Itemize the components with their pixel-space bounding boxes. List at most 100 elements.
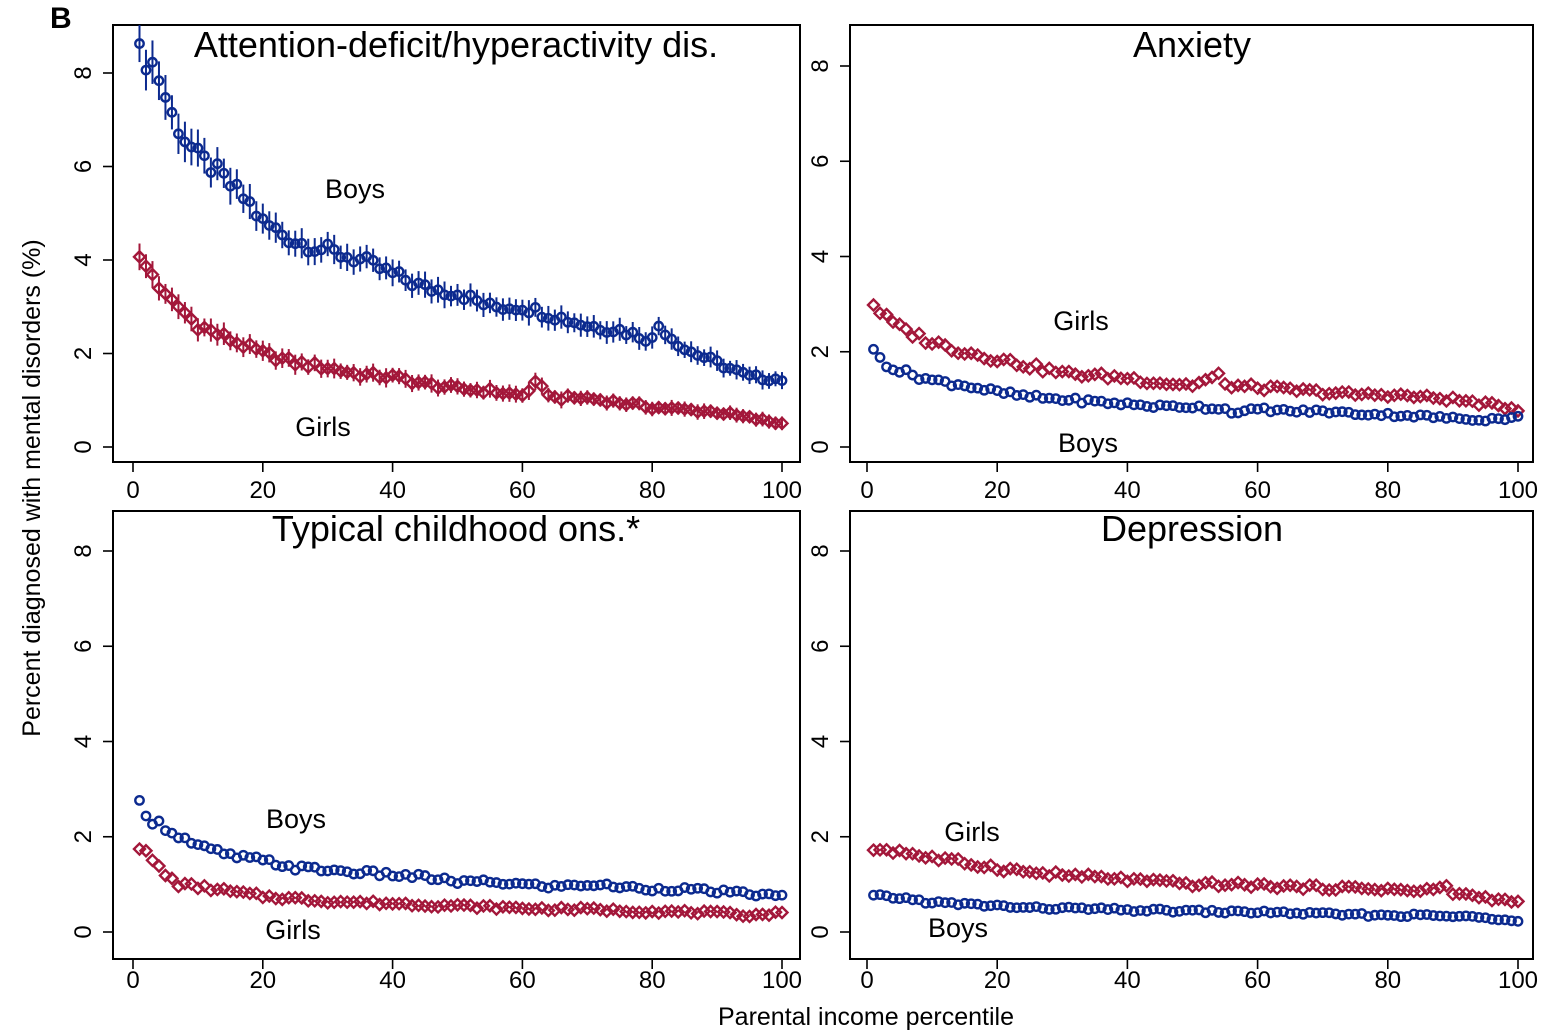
data-point xyxy=(1330,406,1342,418)
data-point xyxy=(978,384,990,396)
data-point xyxy=(309,246,321,258)
data-point xyxy=(1426,882,1441,897)
data-point xyxy=(203,883,219,898)
data-point xyxy=(1043,904,1055,915)
data-point xyxy=(718,362,729,374)
data-point xyxy=(913,374,925,385)
data-point xyxy=(346,365,361,380)
x-tick-label: 0 xyxy=(860,967,873,994)
data-point xyxy=(276,861,288,873)
data-point xyxy=(1128,399,1140,411)
data-point xyxy=(262,345,277,360)
data-point xyxy=(1439,878,1454,893)
data-point xyxy=(1467,910,1478,922)
data-point xyxy=(1465,394,1480,409)
data-point xyxy=(716,406,731,422)
data-point xyxy=(1011,902,1023,914)
y-axis-title: Percent diagnosed with mental disorders … xyxy=(18,239,46,736)
data-point xyxy=(1126,370,1142,386)
data-point xyxy=(387,870,398,882)
data-point xyxy=(1432,880,1448,895)
data-point xyxy=(1480,912,1491,924)
data-point xyxy=(504,878,515,890)
data-point xyxy=(1154,903,1166,915)
x-tick-label: 0 xyxy=(126,967,139,994)
data-point xyxy=(197,320,212,335)
data-point xyxy=(173,832,184,844)
data-point xyxy=(529,301,541,313)
data-point xyxy=(1374,883,1389,898)
data-point xyxy=(1252,907,1264,919)
series-boys xyxy=(868,343,1524,427)
data-point xyxy=(887,892,899,904)
data-point xyxy=(1239,906,1250,918)
x-tick-label: 60 xyxy=(509,477,536,504)
data-point xyxy=(380,262,392,274)
data-point xyxy=(244,196,256,207)
data-point xyxy=(134,794,145,806)
data-point xyxy=(326,361,342,376)
data-point xyxy=(465,875,476,887)
panel-4: Depression 0 20 40 60 80 100 0 2 4 6 8 Girls Boys xyxy=(807,508,1538,994)
series-label-girls: Girls xyxy=(944,817,1000,847)
data-point xyxy=(1388,910,1400,921)
data-point xyxy=(711,355,723,367)
data-point xyxy=(1506,412,1517,423)
data-point xyxy=(744,369,755,381)
data-point xyxy=(1239,405,1250,417)
data-point xyxy=(983,858,998,873)
data-point xyxy=(1089,903,1101,915)
data-point xyxy=(367,254,379,266)
data-point xyxy=(1191,878,1207,893)
data-point xyxy=(210,327,225,342)
data-point xyxy=(536,881,548,892)
y-tick-label: 0 xyxy=(70,440,97,453)
data-point xyxy=(1512,915,1524,927)
data-point xyxy=(211,158,223,170)
plot-frame xyxy=(112,24,801,463)
data-point xyxy=(1081,368,1096,383)
data-point xyxy=(1061,868,1077,884)
data-point xyxy=(1135,905,1146,916)
data-point xyxy=(926,374,938,386)
data-point xyxy=(302,861,314,873)
data-point xyxy=(289,238,301,250)
y-tick-label: 0 xyxy=(70,925,97,938)
data-point xyxy=(724,362,736,374)
data-point xyxy=(1328,385,1343,401)
data-point xyxy=(931,853,946,868)
data-point xyxy=(1165,873,1181,888)
data-point xyxy=(432,284,444,296)
series-label-girls: Girls xyxy=(1053,306,1109,336)
x-tick-label: 80 xyxy=(1374,477,1401,504)
data-point xyxy=(1510,894,1526,909)
data-point xyxy=(562,316,574,328)
data-point xyxy=(521,383,537,399)
data-point xyxy=(1419,388,1435,403)
data-point xyxy=(1380,389,1395,405)
data-point xyxy=(1030,901,1042,913)
data-point xyxy=(1369,909,1381,921)
data-point xyxy=(1447,411,1459,423)
data-point xyxy=(1074,369,1090,384)
data-point xyxy=(294,890,309,906)
data-point xyxy=(633,882,645,894)
data-point xyxy=(1178,875,1194,891)
data-point xyxy=(534,378,550,394)
data-point xyxy=(439,289,450,301)
data-point xyxy=(1454,910,1465,922)
data-point xyxy=(742,909,757,924)
series-label-boys: Boys xyxy=(325,174,385,204)
x-tick-label: 0 xyxy=(126,477,139,504)
plot-frame xyxy=(112,510,801,960)
data-point xyxy=(1349,409,1361,421)
data-point xyxy=(1108,902,1120,914)
data-point xyxy=(1108,397,1120,409)
data-point xyxy=(359,366,374,382)
data-point xyxy=(197,878,212,894)
data-point xyxy=(1395,911,1407,923)
data-point xyxy=(972,898,984,910)
data-point xyxy=(920,373,931,384)
data-point xyxy=(1087,367,1103,382)
data-point xyxy=(911,326,927,341)
